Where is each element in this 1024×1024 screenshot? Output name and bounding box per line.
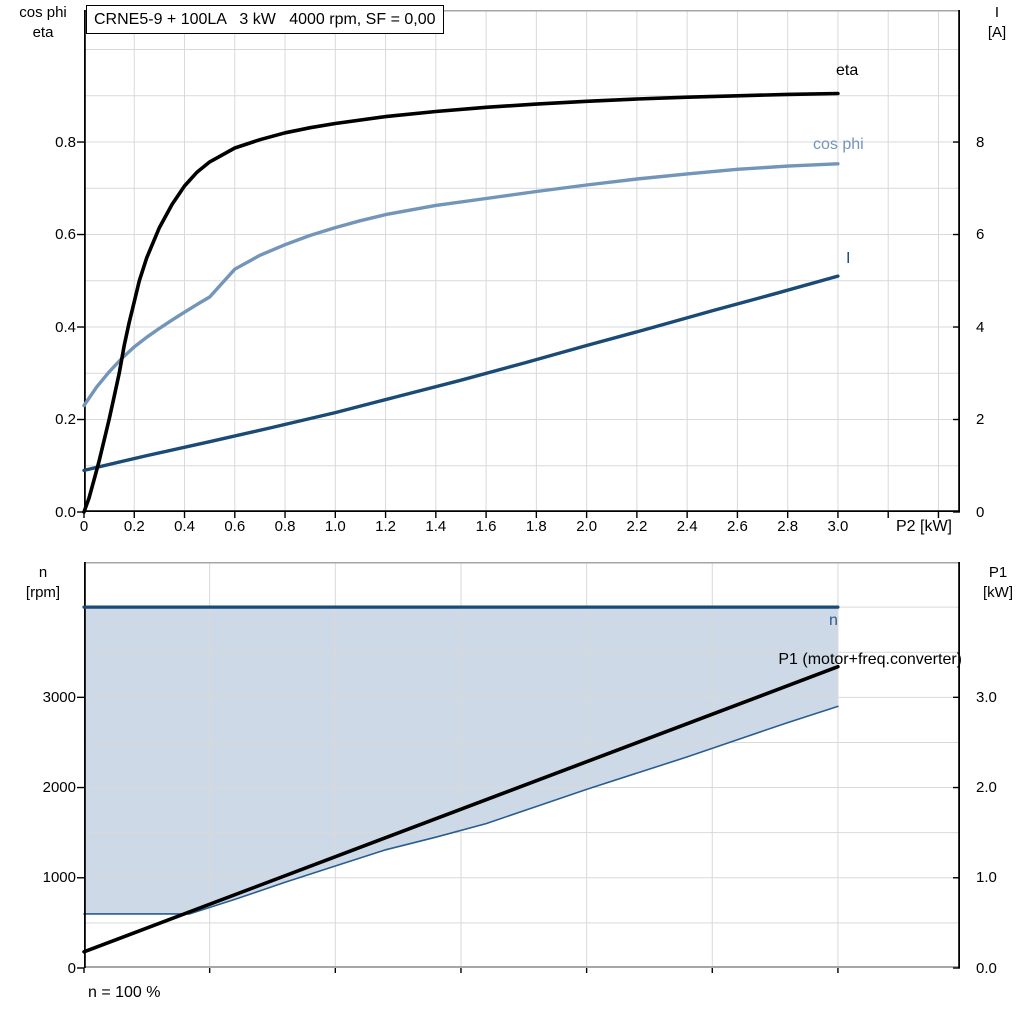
x-tick-label: 0 [79, 518, 89, 535]
axis-label-rpm-unit: [rpm] [25, 584, 61, 601]
rpm-tick-label: 0 [67, 959, 76, 977]
x-tick-label: 3.0 [827, 518, 849, 535]
x-tick-label: 0.6 [224, 518, 246, 535]
axis-label-kw-unit: [kW] [983, 584, 1013, 601]
y-right-tick-label: 8 [976, 133, 985, 151]
eta-curve-label: eta [836, 62, 859, 79]
p1-tick-label: 1.0 [976, 869, 997, 887]
rpm-tick-label: 3000 [42, 688, 76, 706]
x-tick-label: 0.2 [123, 518, 145, 535]
x-tick-label: 2.6 [726, 518, 748, 535]
x-tick-label: 1.0 [324, 518, 346, 535]
x-tick-label: 0.4 [174, 518, 195, 535]
y-right-tick-label: 2 [976, 411, 985, 428]
y-right-tick-label: 6 [976, 226, 985, 244]
bottom-chart-plot [77, 562, 960, 973]
x-tick-label: 2.4 [676, 518, 698, 535]
rpm-tick-label: 2000 [42, 779, 76, 797]
top-right-axis-label: I [A] [974, 3, 1020, 43]
y-left-tick-label: 0.8 [55, 133, 76, 151]
x-tick-label: 1.8 [525, 518, 547, 535]
x-tick-label: 0.8 [274, 518, 296, 535]
chart-title-box: CRNE5-9 + 100LA 3 kW 4000 rpm, SF = 0,00 [86, 5, 444, 34]
axis-label-ampere-unit: [A] [987, 24, 1007, 41]
speed-annotation: n = 100 % [88, 984, 161, 1001]
x-axis-unit-label: P2 [kW] [895, 518, 952, 535]
x-tick-label: 2.8 [777, 518, 799, 535]
x-tick-label: 1.2 [375, 518, 396, 535]
x-tick-label: 1.6 [475, 518, 497, 535]
cos-phi-curve-label: cos phi [813, 136, 864, 153]
chart-title: CRNE5-9 + 100LA 3 kW 4000 rpm, SF = 0,00 [94, 10, 436, 28]
p1-tick-label: 0.0 [976, 959, 997, 977]
top-chart-plot [77, 10, 960, 518]
n-curve-label: n [829, 612, 838, 629]
axis-label-eta: eta [32, 24, 54, 41]
y-left-tick-label: 0.0 [55, 503, 76, 521]
bottom-left-axis-label: n [rpm] [6, 563, 80, 603]
y-left-tick-label: 0.6 [55, 226, 76, 244]
rpm-tick-label: 1000 [42, 869, 76, 887]
axis-label-current: I [994, 4, 1000, 21]
bottom-right-axis-label: P1 [kW] [972, 563, 1024, 603]
y-right-tick-label: 4 [976, 318, 985, 336]
p1-curve-label: P1 (motor+freq.converter) [778, 651, 962, 668]
y-right-tick-label: 0 [976, 503, 985, 521]
current-curve-label: I [846, 250, 851, 267]
y-left-tick-label: 0.4 [55, 318, 76, 336]
axis-label-cos-phi: cos phi [19, 4, 67, 21]
axis-label-n: n [38, 564, 48, 581]
axis-label-p1: P1 [988, 564, 1008, 581]
x-tick-label: 2.0 [576, 518, 598, 535]
x-tick-label: 1.4 [425, 518, 447, 535]
x-tick-label: 2.2 [626, 518, 648, 535]
p1-tick-label: 3.0 [976, 688, 997, 706]
top-left-axis-label: cos phi eta [6, 3, 80, 43]
y-left-tick-label: 0.2 [55, 411, 76, 428]
p1-tick-label: 2.0 [976, 779, 997, 797]
